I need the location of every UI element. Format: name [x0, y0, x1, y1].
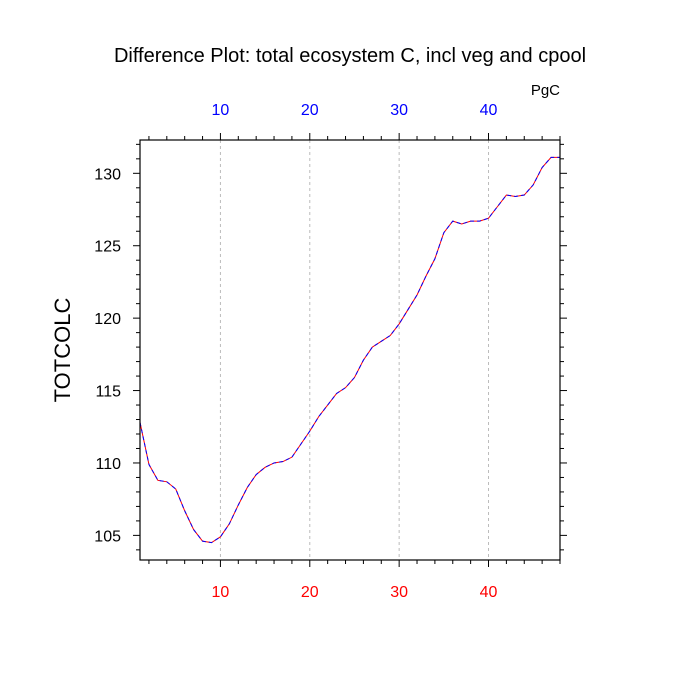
x-tick-label-top-10: 10	[212, 102, 230, 119]
grid-lines	[219, 140, 490, 560]
series-line-dash-0	[139, 156, 560, 544]
y-tick-label-105: 105	[94, 528, 121, 545]
y-tick-label-115: 115	[95, 384, 121, 401]
x-tick-label-top-20: 20	[301, 102, 319, 119]
plot-frame	[139, 139, 561, 561]
units-label: PgC	[531, 82, 560, 99]
chart-title: Difference Plot: total ecosystem C, incl…	[114, 45, 586, 67]
y-tick-label-125: 125	[94, 239, 121, 256]
y-tick-label-110: 110	[95, 456, 121, 473]
y-tick-label-120: 120	[94, 311, 121, 328]
x-tick-label-top-30: 30	[390, 102, 408, 119]
x-tick-label-bottom-40: 40	[480, 584, 498, 601]
axes	[133, 133, 567, 567]
y-axis-label: TOTCOLC	[50, 298, 75, 403]
series-lines	[139, 156, 560, 544]
y-tick-label-130: 130	[94, 166, 121, 183]
tick-labels: 10 20 30 40 10 20 30 40 105 110 115 120 125 130	[94, 102, 497, 601]
x-tick-label-bottom-30: 30	[390, 584, 408, 601]
series-line-0	[139, 156, 560, 544]
x-tick-label-top-40: 40	[480, 102, 498, 119]
x-tick-label-bottom-20: 20	[301, 584, 319, 601]
x-tick-label-bottom-10: 10	[212, 584, 230, 601]
